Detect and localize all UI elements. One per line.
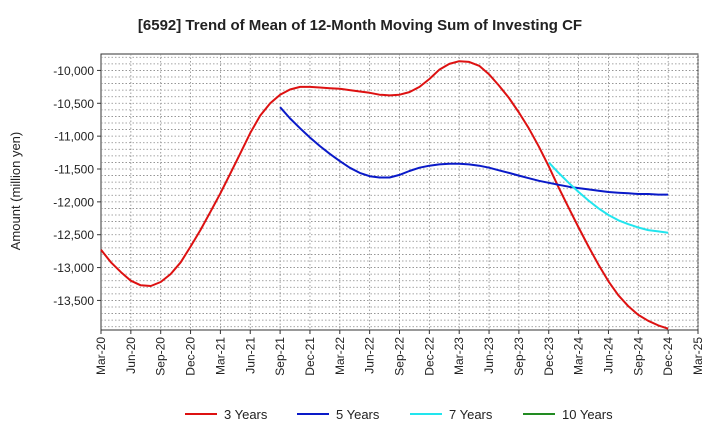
- legend-label-7-years: 7 Years: [449, 407, 493, 422]
- series-line-5-years: [279, 106, 669, 196]
- legend-label-5-years: 5 Years: [336, 407, 380, 422]
- x-axis-ticks: Mar-20 Jun-20 Sep-20 Dec-20 Mar-21 Jun-21 Sep-…: [94, 330, 705, 376]
- chart-title: [6592] Trend of Mean of 12-Month Moving …: [138, 17, 582, 34]
- x-tick-label: Mar-20: [94, 337, 108, 375]
- x-tick-label: Jun-24: [601, 337, 615, 374]
- x-tick-label: Mar-24: [572, 337, 586, 375]
- x-tick-label: Sep-24: [631, 337, 645, 376]
- y-axis-label: Amount (million yen): [8, 132, 23, 251]
- grid-lines: [101, 54, 699, 330]
- legend-label-3-years: 3 Years: [224, 407, 268, 422]
- x-tick-label: Jun-22: [363, 337, 377, 374]
- legend: 3 Years 5 Years 7 Years 10 Years: [185, 407, 613, 422]
- x-tick-label: Mar-25: [691, 337, 705, 375]
- y-tick-label: -11,500: [54, 163, 94, 177]
- x-tick-label: Sep-20: [154, 337, 168, 376]
- x-tick-label: Mar-22: [333, 337, 347, 375]
- x-tick-label: Mar-23: [452, 337, 466, 375]
- y-tick-label: -12,000: [53, 195, 94, 209]
- series-line-3-years: [100, 60, 669, 330]
- x-tick-label: Mar-21: [213, 337, 227, 375]
- x-tick-label: Dec-24: [661, 337, 675, 376]
- y-tick-label: -10,500: [53, 97, 94, 111]
- y-tick-label: -11,000: [54, 130, 94, 144]
- y-tick-label: -13,000: [53, 261, 94, 275]
- x-tick-label: Sep-22: [393, 337, 407, 376]
- y-tick-label: -12,500: [53, 228, 94, 242]
- y-tick-label: -10,000: [53, 64, 94, 78]
- x-tick-label: Dec-20: [184, 337, 198, 376]
- series-line-7-years: [548, 161, 669, 234]
- x-tick-label: Dec-21: [303, 337, 317, 376]
- y-axis-ticks: -10,000 -10,500 -11,000 -11,500 -12,000 -12,5…: [53, 64, 101, 308]
- x-tick-label: Jun-23: [482, 337, 496, 374]
- x-tick-label: Dec-23: [542, 337, 556, 376]
- series-lines: [100, 60, 669, 330]
- x-tick-label: Sep-23: [512, 337, 526, 376]
- x-tick-label: Jun-20: [124, 337, 138, 374]
- x-tick-label: Dec-22: [422, 337, 436, 376]
- x-tick-label: Sep-21: [273, 337, 287, 376]
- x-tick-label: Jun-21: [243, 337, 257, 374]
- y-tick-label: -13,500: [53, 294, 94, 308]
- legend-label-10-years: 10 Years: [562, 407, 613, 422]
